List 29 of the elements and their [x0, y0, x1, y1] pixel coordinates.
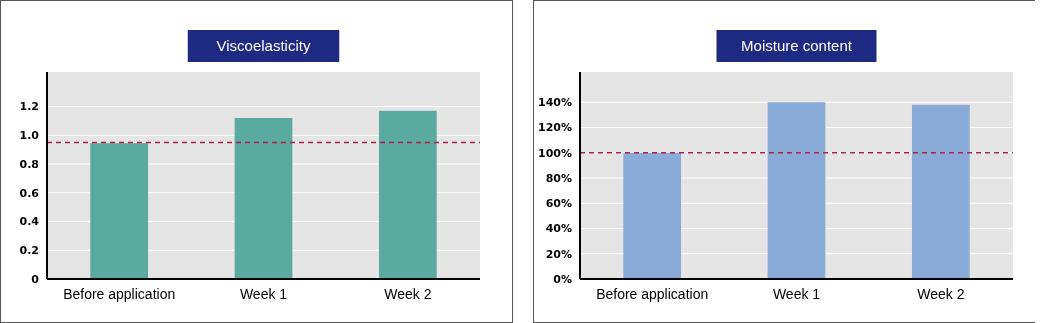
y-tick-label: 140%	[538, 96, 572, 110]
bar	[234, 118, 293, 279]
bar	[623, 152, 682, 279]
y-tick-label: 1.2	[19, 100, 39, 114]
bar	[911, 104, 970, 279]
chart-title: Viscoelasticity	[216, 37, 311, 55]
y-tick-label: 0.2	[19, 244, 39, 258]
x-tick-label: Week 1	[239, 286, 288, 302]
x-tick-label: Week 2	[384, 286, 432, 302]
bar	[90, 143, 149, 279]
y-tick-label: 1.0	[19, 129, 40, 143]
y-tick-label: 0.8	[19, 157, 39, 171]
x-tick-label: Before application	[596, 286, 709, 302]
y-tick-label: 80%	[545, 171, 572, 185]
y-tick-label: 0%	[553, 272, 572, 286]
bar	[767, 102, 826, 279]
x-tick-label: Before application	[63, 286, 176, 302]
y-tick-label: 40%	[545, 222, 572, 236]
y-tick-label: 100%	[538, 146, 572, 160]
y-tick-label: 0	[31, 272, 40, 286]
y-tick-label: 0.6	[19, 186, 40, 200]
y-tick-label: 20%	[545, 247, 572, 261]
y-tick-label: 0.4	[19, 215, 40, 229]
chart-title: Moisture content	[741, 37, 853, 55]
x-tick-label: Week 1	[772, 286, 821, 302]
bar	[378, 110, 437, 279]
x-tick-label: Week 2	[917, 286, 965, 302]
y-tick-label: 60%	[545, 197, 572, 211]
y-tick-label: 120%	[538, 121, 572, 135]
